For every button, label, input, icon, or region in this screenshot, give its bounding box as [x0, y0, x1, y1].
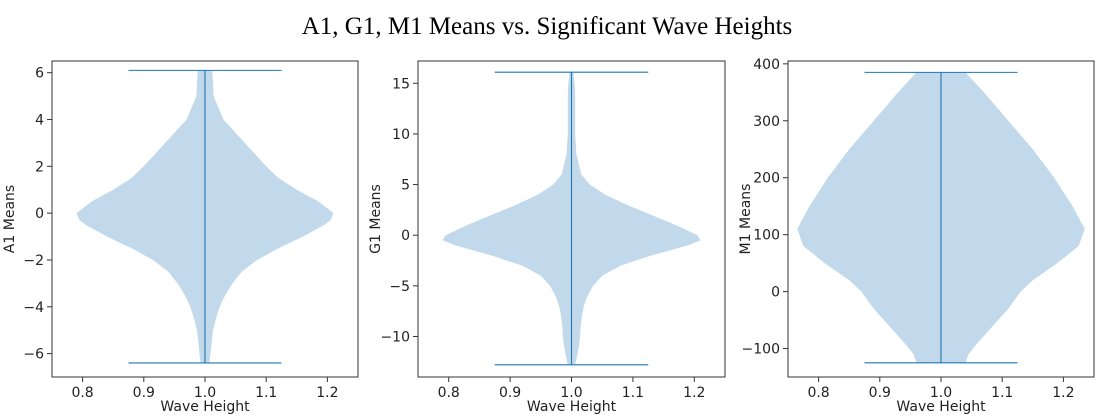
y-tick-label: −10	[380, 329, 410, 345]
chart-panel-3: 0.8 0.9 1.0 1.1 1.2 −100 0 100 200 300 400 Wave Hei…	[738, 57, 1095, 415]
x-tick-label: 1.1	[255, 385, 277, 401]
chart-panels: 0.8 0.9 1.0 1.1 1.2 −6 −4 −2 0 2 4 6 Wave Height A1 M…	[2, 57, 1095, 415]
x-tick-label: 1.0	[560, 385, 582, 401]
x-tick-label: 0.9	[133, 385, 155, 401]
y-tick-label: 2	[35, 159, 44, 175]
y-tick-label: 0	[35, 206, 44, 222]
x-tick-label: 1.0	[194, 385, 216, 401]
x-axis-label: Wave Height	[527, 399, 617, 415]
figure-title: A1, G1, M1 Means vs. Significant Wave He…	[302, 13, 793, 40]
y-tick-label: −100	[742, 342, 780, 358]
x-tick-label: 0.9	[499, 385, 521, 401]
x-tick-label: 0.8	[71, 385, 93, 401]
y-tick-label: 4	[35, 113, 44, 129]
y-tick-label: 0	[771, 285, 780, 301]
chart-panel-2: 0.8 0.9 1.0 1.1 1.2 −10 −5 0 5 10 15 Wave Height G1 …	[368, 60, 726, 415]
y-tick-label: 100	[753, 228, 780, 244]
y-tick-label: 200	[753, 171, 780, 187]
y-axis-label: G1 Means	[368, 184, 384, 254]
x-tick-label: 0.8	[438, 385, 460, 401]
y-tick-label: −2	[23, 253, 44, 269]
y-axis-label: A1 Means	[2, 185, 18, 253]
y-tick-label: 10	[392, 127, 410, 143]
y-axis-label: M1 Means	[738, 184, 754, 255]
x-tick-label: 1.1	[622, 385, 644, 401]
x-axis-label: Wave Height	[160, 399, 250, 415]
y-tick-label: 15	[392, 76, 410, 92]
y-tick-label: 300	[753, 114, 780, 130]
x-tick-label: 1.2	[683, 385, 705, 401]
chart-panel-1: 0.8 0.9 1.0 1.1 1.2 −6 −4 −2 0 2 4 6 Wave Height A1 M…	[2, 60, 359, 415]
y-tick-label: 0	[401, 228, 410, 244]
y-tick-label: 6	[35, 66, 44, 82]
x-tick-label: 0.9	[869, 385, 891, 401]
x-tick-label: 1.2	[1052, 385, 1074, 401]
x-tick-label: 1.1	[991, 385, 1013, 401]
y-tick-label: −4	[23, 300, 44, 316]
x-axis-label: Wave Height	[896, 399, 986, 415]
y-tick-label: 5	[401, 178, 410, 194]
y-tick-label: −6	[23, 347, 44, 363]
y-tick-label: 400	[753, 57, 780, 73]
x-tick-label: 1.0	[930, 385, 952, 401]
x-tick-label: 0.8	[807, 385, 829, 401]
y-tick-label: −5	[389, 279, 410, 295]
x-tick-label: 1.2	[316, 385, 338, 401]
